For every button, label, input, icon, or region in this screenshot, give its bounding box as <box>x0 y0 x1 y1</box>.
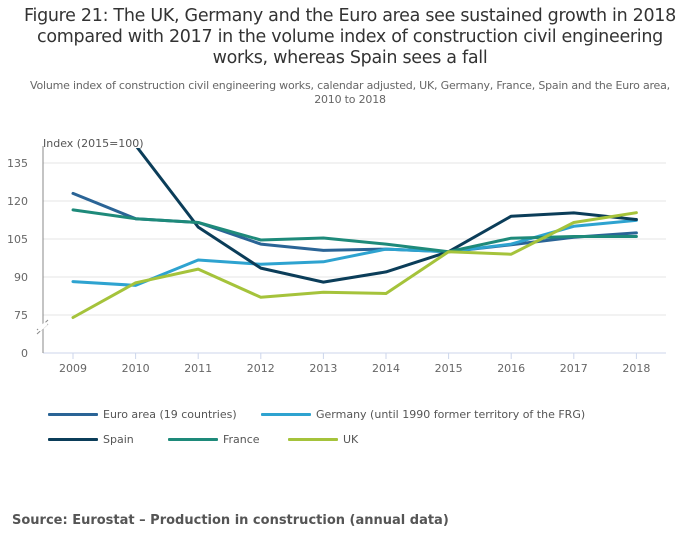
x-tick-label: 2016 <box>497 362 525 375</box>
y-axis-label: Index (2015=100) <box>43 137 144 150</box>
x-tick-label: 2012 <box>247 362 275 375</box>
x-tick-label: 2014 <box>372 362 400 375</box>
legend-swatch <box>168 438 218 441</box>
series-lines <box>71 148 638 319</box>
legend-swatch <box>48 438 98 441</box>
legend-label: UK <box>343 433 359 446</box>
legend-label: Spain <box>103 433 134 446</box>
legend-swatch <box>261 413 311 416</box>
x-tick-label: 2015 <box>435 362 463 375</box>
series-line-germany <box>71 218 638 287</box>
series-line-spain <box>135 148 638 284</box>
series-line-france <box>71 208 638 254</box>
chart-subtitle: Volume index of construction civil engin… <box>30 79 670 106</box>
x-tick-label: 2017 <box>560 362 588 375</box>
legend-item[interactable]: Spain <box>48 433 134 446</box>
legend-swatch <box>288 438 338 441</box>
y-tick-label: 120 <box>7 195 28 208</box>
x-tick-label: 2010 <box>122 362 150 375</box>
legend-label: France <box>223 433 260 446</box>
x-tick-label: 2011 <box>184 362 212 375</box>
x-tick-label: 2009 <box>59 362 87 375</box>
source-note: Source: Eurostat – Production in constru… <box>12 513 449 528</box>
x-tick-label: 2018 <box>622 362 650 375</box>
line-chart: Index (2015=100) 0 75 90 105 120 135 2009 2010 2… <box>7 137 666 375</box>
y-tick-label: 135 <box>7 157 28 170</box>
legend-swatch <box>48 413 98 416</box>
legend-item[interactable]: Germany (until 1990 former territory of … <box>261 408 585 421</box>
legend-item[interactable]: UK <box>288 433 358 446</box>
axes: 0 75 90 105 120 135 2009 2010 2011 2012 2013 2014 20… <box>7 146 666 375</box>
legend-item[interactable]: Euro area (19 countries) <box>48 408 237 421</box>
series-line-euro <box>71 191 638 254</box>
legend-item[interactable]: France <box>168 433 260 446</box>
y-tick-label: 75 <box>14 309 28 322</box>
y-tick-label: 90 <box>14 271 28 284</box>
y-tick-label: 105 <box>7 233 28 246</box>
series-line-uk <box>71 211 638 319</box>
legend-label: Euro area (19 countries) <box>103 408 237 421</box>
axis-break-gap <box>37 321 48 332</box>
chart-title: Figure 21: The UK, Germany and the Euro … <box>24 6 676 68</box>
y-tick-label: 0 <box>21 347 28 360</box>
legend-label: Germany (until 1990 former territory of … <box>316 408 586 421</box>
x-tick-label: 2013 <box>309 362 337 375</box>
